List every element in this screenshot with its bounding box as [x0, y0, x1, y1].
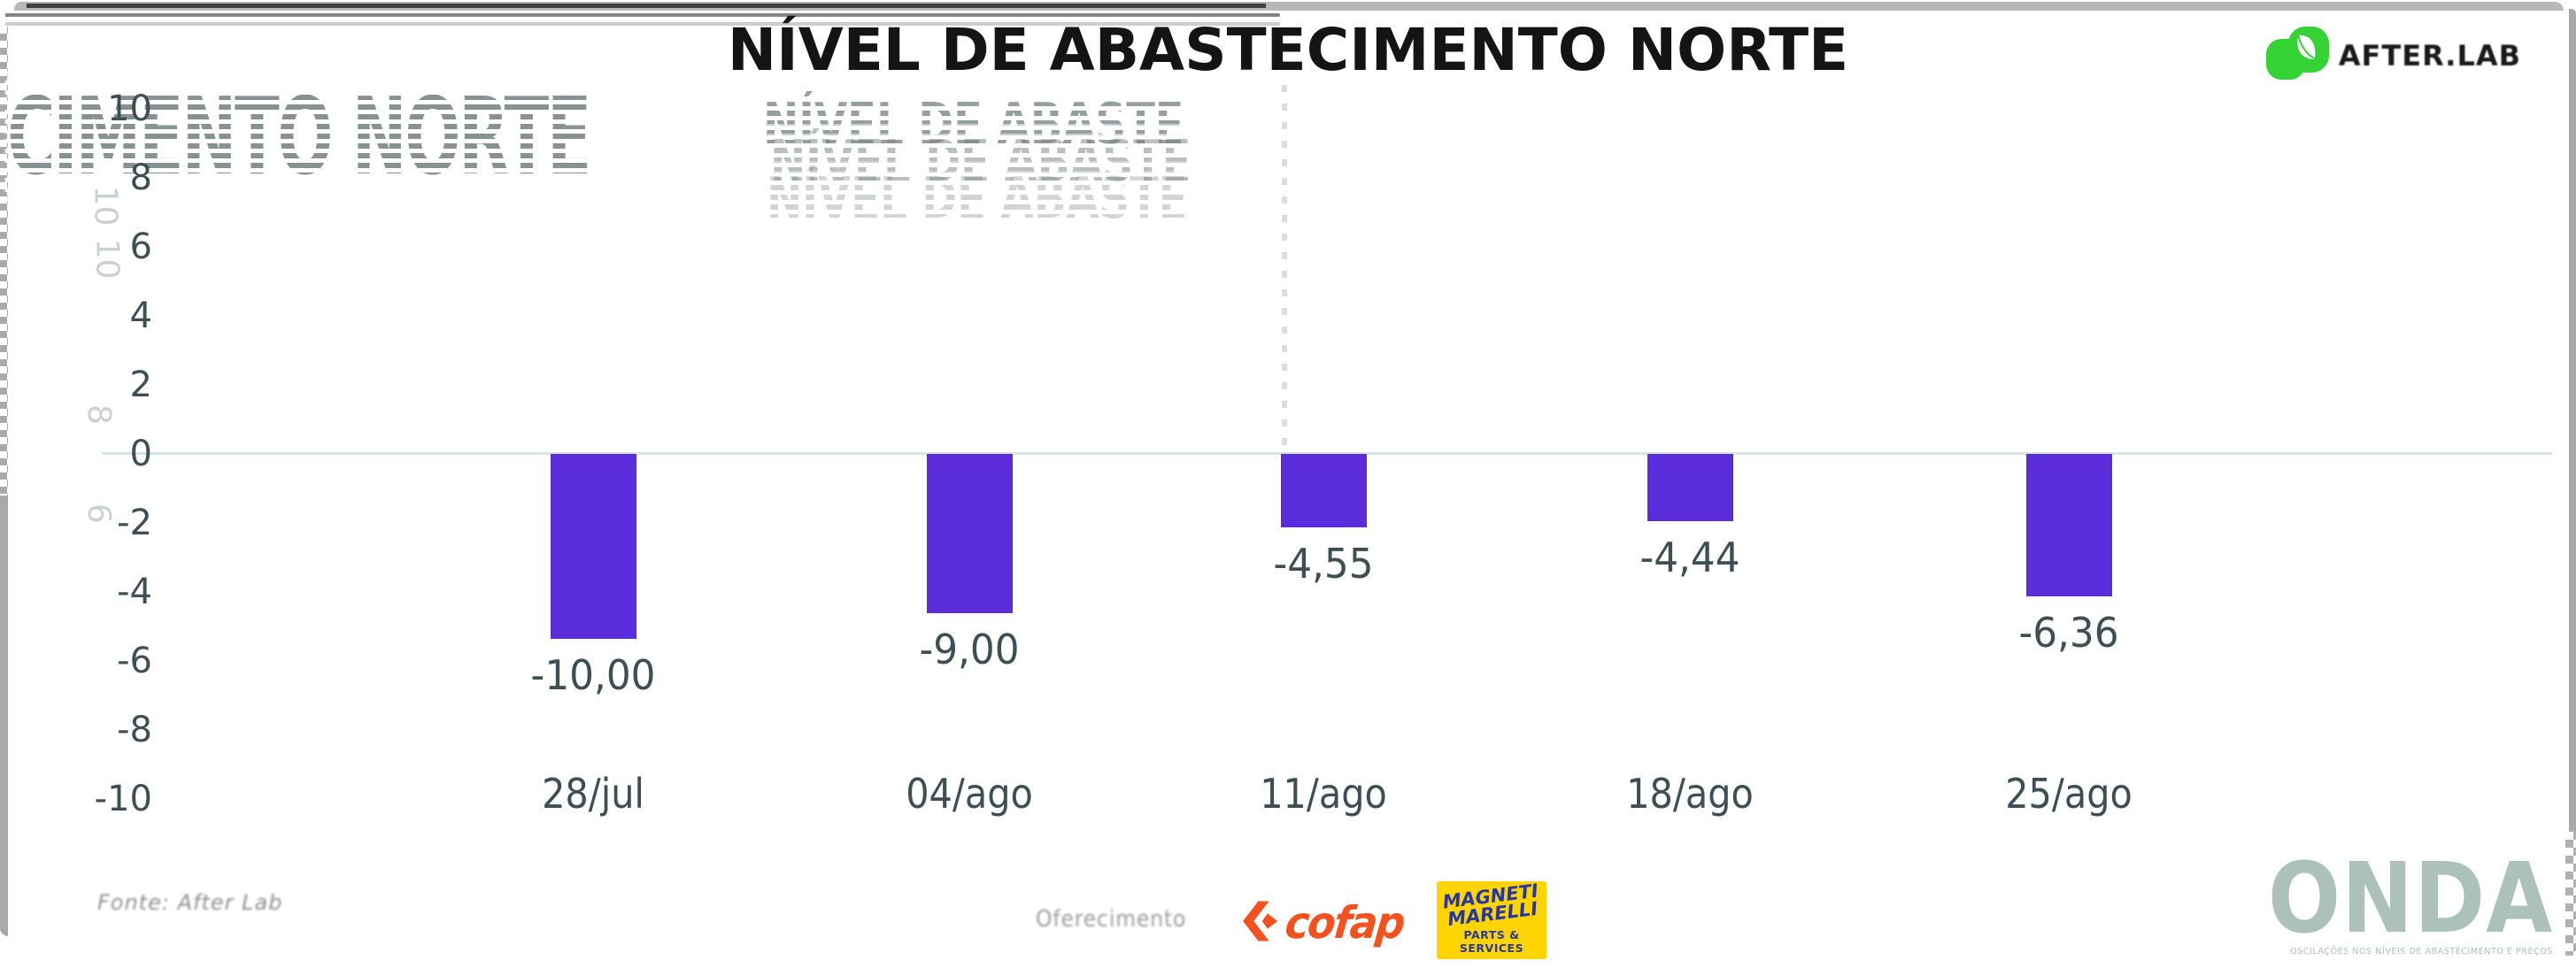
- onda-wordmark: ONDA: [2267, 841, 2553, 955]
- y-axis-tick-label: -6: [117, 641, 152, 681]
- window-left-border: [0, 496, 8, 936]
- bar-11/ago: [1280, 454, 1367, 527]
- x-axis-category-label: 11/ago: [1260, 770, 1387, 818]
- bar-value-label: -4,55: [1273, 540, 1374, 588]
- x-axis-category-label: 25/ago: [2005, 770, 2133, 818]
- zero-axis-line: [102, 452, 2552, 455]
- window-top-border: [14, 2, 2564, 11]
- x-axis-category-label: 04/ago: [906, 770, 1033, 818]
- x-axis-category-label: 28/jul: [542, 770, 644, 818]
- y-axis-tick-label: 2: [129, 365, 152, 405]
- magneti-marelli-subtext: PARTS & SERVICES: [1459, 928, 1524, 955]
- onda-watermark: ONDA OSCILAÇÕES NOS NÍVEIS DE ABASTECIME…: [2229, 841, 2553, 957]
- cofap-chevron-icon: [1232, 898, 1278, 948]
- bar-value-label: -4,44: [1639, 534, 1740, 581]
- cofap-wordmark: cofap: [1282, 897, 1407, 949]
- magneti-marelli-logo: MAGNETI MARELLI PARTS & SERVICES: [1437, 881, 1546, 959]
- y-axis-tick-label: 10: [107, 88, 152, 129]
- y-axis-tick-label: -10: [94, 779, 152, 819]
- transparency-checker-left: [0, 27, 8, 496]
- magneti-marelli-wordmark: MAGNETI MARELLI: [1441, 881, 1539, 931]
- bar-28/jul: [550, 454, 636, 639]
- ghost-title-fragment: CIMENTO NORTE: [4, 71, 592, 204]
- y-axis-tick-label: -4: [117, 572, 152, 612]
- bar-25/ago: [2025, 454, 2112, 596]
- y-axis-tick-label: 6: [129, 227, 152, 267]
- bar-value-label: -6,36: [2018, 609, 2119, 657]
- sponsorship-label: Oferecimento: [1036, 906, 1187, 933]
- cofap-logo: cofap: [1232, 897, 1414, 949]
- bar-value-label: -10,00: [530, 651, 656, 699]
- ghost-window-border-line: [5, 13, 1280, 17]
- transparency-checker-right: [2565, 832, 2576, 956]
- bar-value-label: -9,00: [919, 626, 1020, 673]
- y-axis-tick-label: 4: [129, 296, 152, 336]
- ghost-window-top-border: [27, 4, 1266, 8]
- y-axis-tick-label: 0: [129, 434, 152, 474]
- bar-04/ago: [926, 454, 1013, 613]
- bar-18/ago: [1647, 454, 1733, 521]
- x-axis-category-label: 18/ago: [1626, 770, 1754, 818]
- ghost-subtitle-fragment: NÍVEL DE ABASTE: [767, 124, 1194, 200]
- chart-title: NÍVEL DE ABASTECIMENTO NORTE: [727, 16, 1849, 84]
- ghost-window-border-line-light: [5, 22, 1280, 26]
- ghost-dashed-divider: [1282, 85, 1287, 454]
- afterlab-logo: AFTER.LAB: [2265, 27, 2521, 85]
- afterlab-wordmark: AFTER.LAB: [2338, 39, 2521, 73]
- y-axis-tick-label: -8: [117, 710, 152, 750]
- source-note: Fonte: After Lab: [97, 890, 283, 915]
- ghost-subtitle-fragment: NÍVEL DE ABASTE: [763, 161, 1191, 237]
- onda-tagline: OSCILAÇÕES NOS NÍVEIS DE ABASTECIMENTO E…: [2290, 947, 2553, 957]
- y-axis-tick-label: 8: [129, 157, 152, 198]
- window-right-border: [2569, 9, 2576, 832]
- afterlab-leaf-icon: [2265, 27, 2330, 85]
- y-axis-tick-label: -2: [117, 503, 152, 543]
